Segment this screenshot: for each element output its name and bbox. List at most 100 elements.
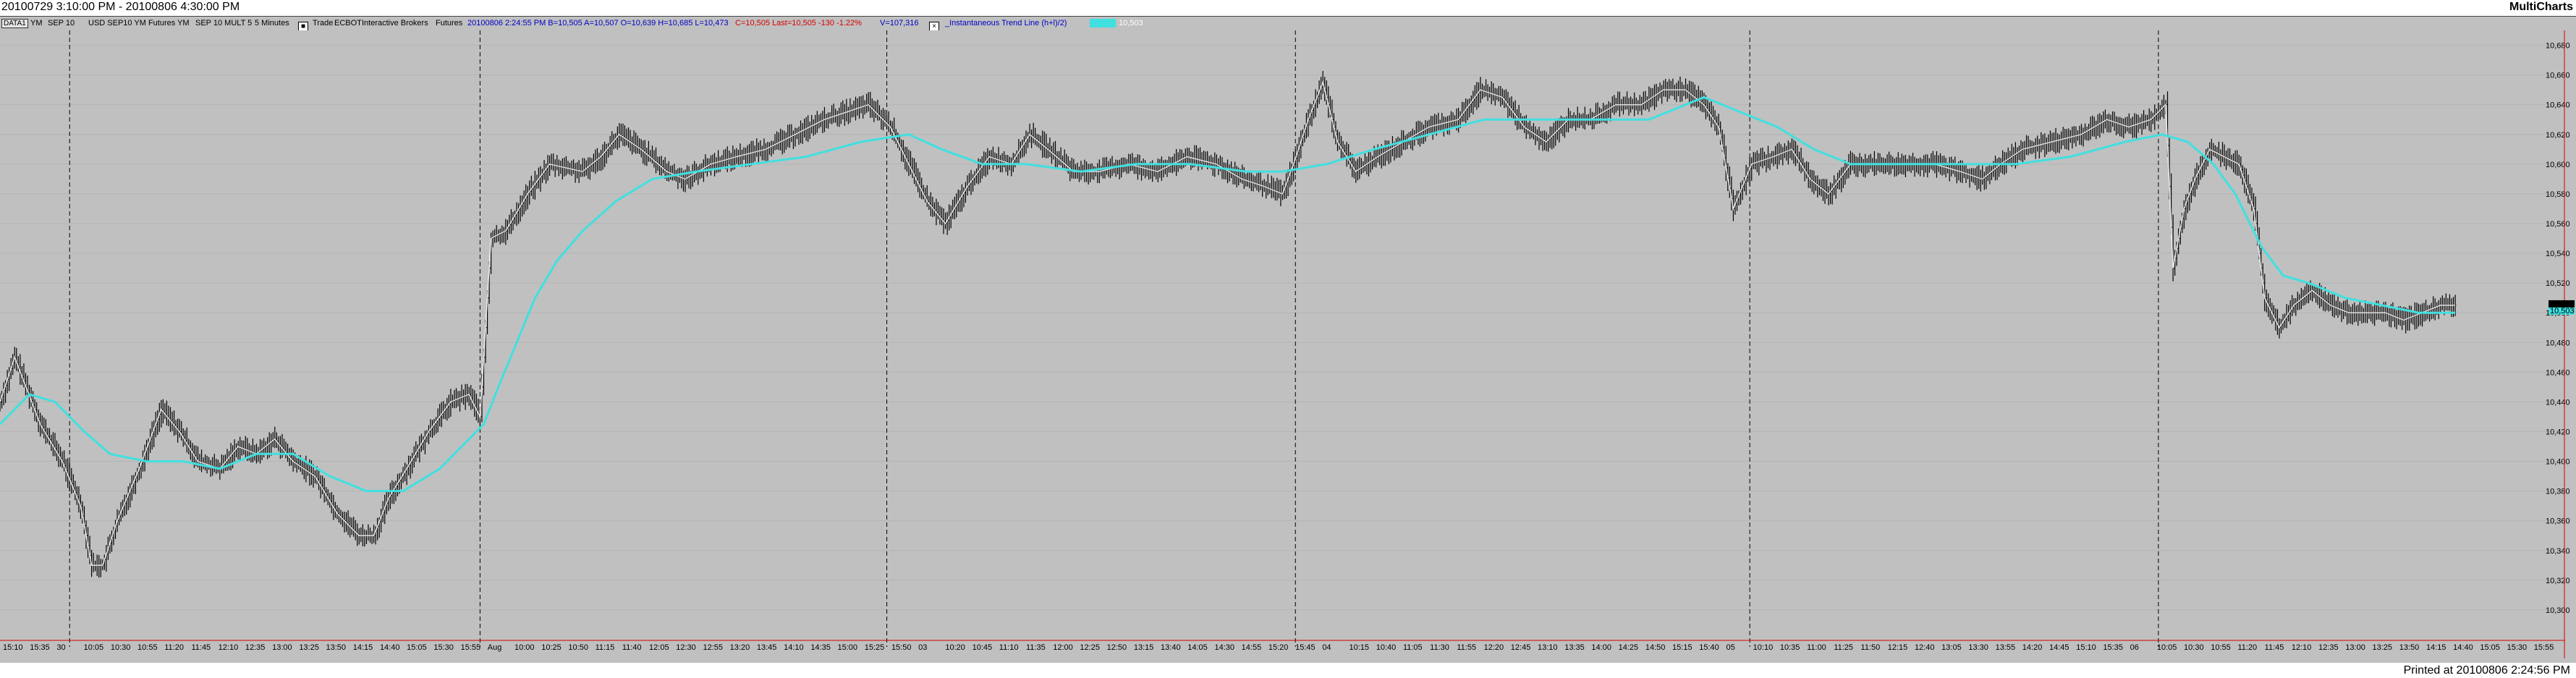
- x-tick-label: 11:50: [1861, 643, 1881, 652]
- x-tick-label: 13:55: [1996, 643, 2016, 652]
- printed-timestamp: Printed at 20100806 2:24:56 PM: [2403, 664, 2570, 677]
- exchange-label: ECBOT: [334, 19, 362, 27]
- x-tick-label: 11:15: [596, 643, 615, 652]
- x-tick-label: 10:10: [1753, 643, 1774, 652]
- x-tick-label: 15:10: [3, 643, 23, 652]
- symbol-label: YM: [30, 19, 43, 27]
- x-tick-label: 14:10: [784, 643, 804, 652]
- x-tick-label: 13:45: [757, 643, 777, 652]
- x-tick-label: 14:35: [810, 643, 831, 652]
- last-price-label: 10,504: [2550, 300, 2575, 308]
- y-tick-label: 10,300: [2546, 606, 2570, 615]
- x-tick-label: 14:20: [2022, 643, 2043, 652]
- x-tick-label: 11:35: [1026, 643, 1046, 652]
- y-tick-label: 10,440: [2546, 398, 2570, 407]
- title-bar: 20100729 3:10:00 PM - 20100806 4:30:00 P…: [0, 0, 2576, 14]
- contract-mult-label: SEP 10 MULT 5: [195, 19, 253, 27]
- indicator-label: _Instantaneous Trend Line (h+l)/2): [945, 19, 1067, 27]
- x-tick-label: Aug: [488, 643, 502, 652]
- y-tick-label: 10,600: [2546, 161, 2570, 169]
- indicator-price-label: 10,503: [2550, 307, 2575, 315]
- x-tick-label: 10:30: [2184, 643, 2204, 652]
- x-tick-label: 12:50: [1107, 643, 1127, 652]
- x-tick-label: 12:45: [1511, 643, 1531, 652]
- x-tick-label: 12:05: [649, 643, 669, 652]
- x-tick-label: 15:05: [2480, 643, 2500, 652]
- x-tick-label: 10:00: [514, 643, 535, 652]
- x-tick-label: 13:25: [2373, 643, 2393, 652]
- price-chart[interactable]: 10,680 10,660 10,640 10,620 10,600 10,580 10,5…: [0, 16, 2576, 662]
- y-tick-label: 10,560: [2546, 220, 2570, 229]
- y-tick-label: 10,640: [2546, 101, 2570, 110]
- x-tick-label: 12:00: [1053, 643, 1073, 652]
- x-tick-label: 10:15: [1350, 643, 1370, 652]
- x-tick-label: 13:50: [2399, 643, 2420, 652]
- x-tick-label: 30: [56, 643, 65, 652]
- y-tick-label: 10,580: [2546, 190, 2570, 199]
- x-tick-label: 14:15: [2426, 643, 2446, 652]
- brand-label: MultiCharts: [2509, 1, 2573, 13]
- x-tick-label: 13:20: [730, 643, 750, 652]
- category-label: Futures: [436, 19, 463, 27]
- y-tick-label: 10,460: [2546, 368, 2570, 377]
- x-tick-label: 15:30: [433, 643, 454, 652]
- x-tick-label: 10:45: [973, 643, 993, 652]
- interval-label: 5 Minutes: [255, 19, 289, 27]
- x-tick-label: 10:05: [84, 643, 104, 652]
- x-tick-label: 12:35: [2318, 643, 2339, 652]
- trend-line: [0, 96, 2456, 493]
- x-tick-label: 10:55: [2211, 643, 2231, 652]
- broker-label: Interactive Brokers: [362, 19, 428, 27]
- y-tick-label: 10,400: [2546, 458, 2570, 467]
- x-tick-label: 14:25: [1619, 643, 1639, 652]
- x-tick-label: 10:20: [945, 643, 965, 652]
- y-tick-label: 10,540: [2546, 250, 2570, 258]
- x-tick-label: 12:10: [219, 643, 239, 652]
- y-tick-label: 10,320: [2546, 577, 2570, 585]
- x-tick-label: 15:20: [1268, 643, 1289, 652]
- indicator-price-marker: [2549, 307, 2575, 315]
- x-tick-label: 13:30: [1968, 643, 1988, 652]
- x-tick-label: 13:00: [272, 643, 292, 652]
- data-series-box[interactable]: DATA1: [1, 19, 28, 28]
- x-tick-label: 15:30: [2507, 643, 2528, 652]
- x-tick-label: 11:40: [622, 643, 642, 652]
- x-tick-label: 13:10: [1538, 643, 1558, 652]
- x-tick-label: 12:10: [2292, 643, 2312, 652]
- x-tick-label: 13:05: [1941, 643, 1962, 652]
- indicator-value: 10,503: [1119, 19, 1143, 27]
- x-tick-label: 14:05: [1187, 643, 1208, 652]
- volume-label: V=107,316: [880, 19, 919, 27]
- x-tick-label: 12:25: [1080, 643, 1100, 652]
- change-label: C=10,505 Last=10,505 -130 -1.22%: [735, 19, 862, 27]
- y-tick-label: 10,520: [2546, 279, 2570, 288]
- x-tick-label: 14:00: [1591, 643, 1611, 652]
- x-tick-label: 15:00: [838, 643, 858, 652]
- x-tick-label: 10:50: [568, 643, 588, 652]
- x-tick-label: 12:20: [1484, 643, 1504, 652]
- x-tick-label: 11:45: [191, 643, 211, 652]
- x-tick-label: 15:10: [2076, 643, 2096, 652]
- x-tick-label: 05: [1726, 643, 1734, 652]
- x-tick-label: 15:35: [2103, 643, 2123, 652]
- quote-label: 20100806 2:24:55 PM B=10,505 A=10,507 O=…: [467, 19, 729, 27]
- x-tick-label: 11:45: [2265, 643, 2284, 652]
- status-line: DATA1 YM SEP 10 USD SEP10 YM Futures YM …: [0, 16, 2576, 30]
- x-tick-label: 12:30: [676, 643, 696, 652]
- y-tick-label: 10,380: [2546, 488, 2570, 496]
- x-tick-label: 15:55: [2534, 643, 2554, 652]
- x-tick-label: 15:45: [1295, 643, 1315, 652]
- x-tick-label: 14:40: [380, 643, 400, 652]
- footer-bar: Printed at 20100806 2:24:56 PM: [0, 663, 2576, 678]
- x-tick-label: 10:05: [2157, 643, 2177, 652]
- x-tick-label: 10:30: [111, 643, 131, 652]
- x-tick-label: 15:25: [865, 643, 885, 652]
- type-label: Trade: [313, 19, 334, 27]
- x-tick-label: 15:40: [1699, 643, 1719, 652]
- x-tick-label: 15:50: [891, 643, 912, 652]
- x-tick-label: 15:55: [461, 643, 481, 652]
- y-tick-label: 10,420: [2546, 428, 2570, 436]
- x-tick-label: 11:10: [999, 643, 1019, 652]
- y-tick-label: 10,480: [2546, 339, 2570, 347]
- x-tick-label: 10:35: [1780, 643, 1800, 652]
